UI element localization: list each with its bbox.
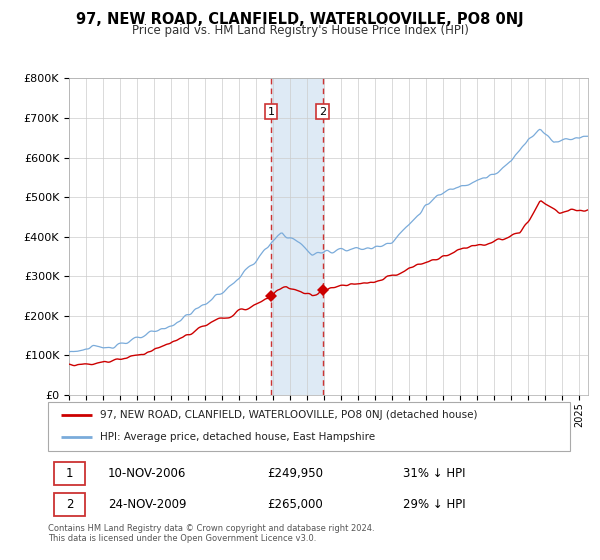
Text: 1: 1 bbox=[65, 467, 73, 480]
Text: 97, NEW ROAD, CLANFIELD, WATERLOOVILLE, PO8 0NJ: 97, NEW ROAD, CLANFIELD, WATERLOOVILLE, … bbox=[76, 12, 524, 27]
FancyBboxPatch shape bbox=[48, 402, 570, 451]
Text: 31% ↓ HPI: 31% ↓ HPI bbox=[403, 467, 466, 480]
Text: £249,950: £249,950 bbox=[267, 467, 323, 480]
Text: 10-NOV-2006: 10-NOV-2006 bbox=[108, 467, 187, 480]
Text: HPI: Average price, detached house, East Hampshire: HPI: Average price, detached house, East… bbox=[100, 432, 376, 442]
Text: 24-NOV-2009: 24-NOV-2009 bbox=[108, 498, 187, 511]
Text: £265,000: £265,000 bbox=[267, 498, 323, 511]
FancyBboxPatch shape bbox=[54, 493, 85, 516]
Text: 97, NEW ROAD, CLANFIELD, WATERLOOVILLE, PO8 0NJ (detached house): 97, NEW ROAD, CLANFIELD, WATERLOOVILLE, … bbox=[100, 410, 478, 420]
Bar bbox=[271, 78, 323, 395]
FancyBboxPatch shape bbox=[54, 462, 85, 486]
Text: Price paid vs. HM Land Registry's House Price Index (HPI): Price paid vs. HM Land Registry's House … bbox=[131, 24, 469, 36]
Text: 2: 2 bbox=[319, 106, 326, 116]
Text: 29% ↓ HPI: 29% ↓ HPI bbox=[403, 498, 466, 511]
Text: Contains HM Land Registry data © Crown copyright and database right 2024.
This d: Contains HM Land Registry data © Crown c… bbox=[48, 524, 374, 543]
Text: 2: 2 bbox=[65, 498, 73, 511]
Text: 1: 1 bbox=[268, 106, 274, 116]
